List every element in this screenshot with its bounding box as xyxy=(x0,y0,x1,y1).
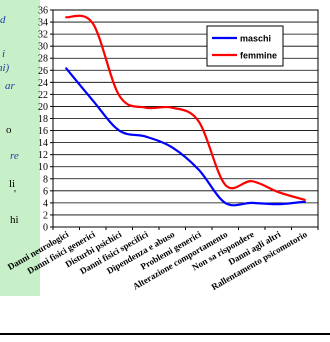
y-tick-label: 32 xyxy=(38,30,48,41)
y-tick-label: 34 xyxy=(38,18,48,29)
y-tick-label: 0 xyxy=(43,223,48,234)
legend-label-femmine: femmine xyxy=(240,51,277,61)
text-fragment: d xyxy=(0,14,6,26)
y-tick-label: 2 xyxy=(43,210,48,221)
y-tick-label: 12 xyxy=(38,150,48,161)
text-fragment: ar xyxy=(5,80,15,92)
y-tick-label: 36 xyxy=(38,6,48,17)
y-tick-label: 6 xyxy=(43,186,48,197)
text-fragment: li xyxy=(9,178,16,190)
y-tick-label: 10 xyxy=(38,162,48,173)
y-tick-label: 28 xyxy=(38,54,48,65)
text-fragment: re xyxy=(10,150,19,162)
text-fragment: i xyxy=(2,48,6,60)
text-fragment: hi xyxy=(10,214,19,226)
y-tick-label: 4 xyxy=(43,198,48,209)
y-tick-label: 16 xyxy=(38,126,48,137)
series-line-maschi xyxy=(65,67,306,207)
y-tick-label: 22 xyxy=(38,90,48,101)
text-fragment: o xyxy=(6,124,12,136)
axes xyxy=(50,9,319,230)
text-fragment: ' xyxy=(14,188,16,200)
series xyxy=(65,14,306,207)
legend-box xyxy=(206,25,284,67)
y-tick-label: 8 xyxy=(43,174,48,185)
series-line-femmine xyxy=(65,14,306,201)
y-tick-label: 20 xyxy=(38,102,48,113)
y-tick-label: 24 xyxy=(38,78,48,89)
left-text-panel: d i ni) ar o re li ' hi xyxy=(0,0,40,296)
text-fragment: ni) xyxy=(0,62,10,74)
legend: maschi femmine xyxy=(206,25,284,67)
bottom-rule xyxy=(0,333,330,335)
y-tick-label: 14 xyxy=(38,138,48,149)
y-tick-label: 18 xyxy=(38,114,48,125)
y-tick-label: 30 xyxy=(38,42,48,53)
y-tick-label: 26 xyxy=(38,66,48,77)
legend-label-maschi: maschi xyxy=(240,34,271,44)
